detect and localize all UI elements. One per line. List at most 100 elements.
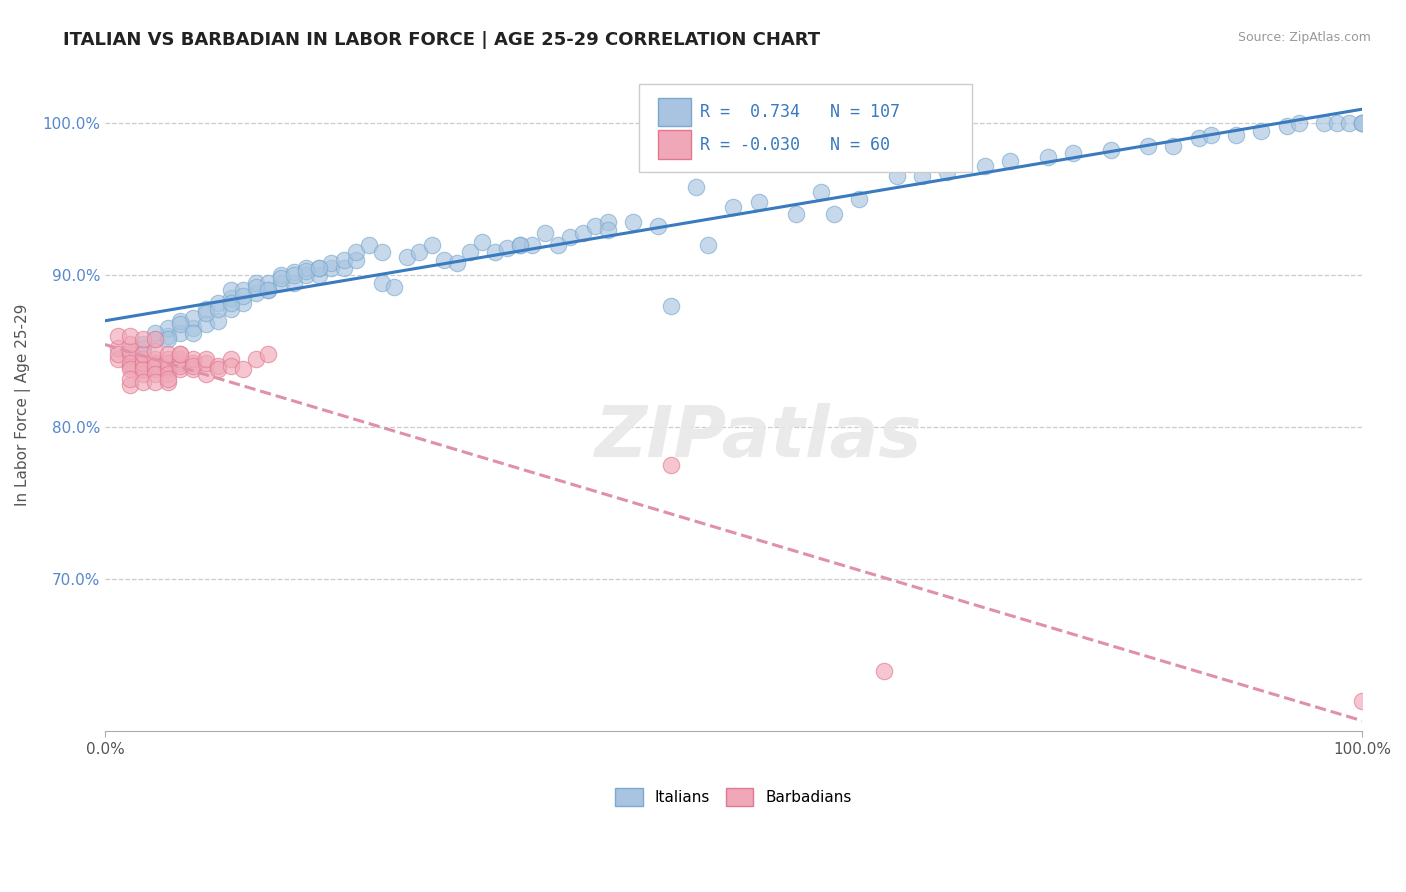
Point [621,215,644,229]
Point [1137,139,1160,153]
Point [232,362,254,376]
Point [748,195,770,210]
Point [131,356,153,370]
Point [257,347,280,361]
Point [107,341,129,355]
Point [382,280,405,294]
Point [998,154,1021,169]
Point [143,362,166,376]
Point [131,362,153,376]
Point [169,359,191,374]
Point [194,351,217,366]
Point [207,362,229,376]
Point [156,329,179,343]
Point [120,336,142,351]
Point [181,359,204,374]
Point [1351,116,1374,130]
Point [1187,131,1209,145]
Point [395,250,418,264]
Point [131,336,153,351]
Point [659,458,682,473]
Point [181,326,204,340]
Point [270,268,292,282]
Point [169,351,191,366]
Point [596,215,619,229]
Point [169,347,191,361]
Point [283,265,305,279]
Point [245,276,267,290]
Point [194,301,217,316]
Point [723,200,745,214]
Point [911,169,934,184]
Point [333,260,356,275]
Point [156,367,179,381]
Point [232,284,254,298]
Point [194,356,217,370]
Point [219,284,242,298]
Point [420,237,443,252]
Point [1351,116,1374,130]
Point [308,268,330,282]
Point [181,310,204,325]
Point [143,375,166,389]
Point [107,351,129,366]
Point [169,347,191,361]
Point [120,362,142,376]
Point [823,207,845,221]
Point [1036,149,1059,163]
Point [509,237,531,252]
Point [219,301,242,316]
Point [143,344,166,359]
Point [1351,694,1374,708]
Point [207,314,229,328]
Point [370,245,392,260]
Point [571,226,593,240]
Point [873,664,896,678]
Point [283,276,305,290]
Point [131,347,153,361]
Point [143,367,166,381]
Point [232,295,254,310]
Point [697,237,720,252]
Point [295,263,318,277]
Point [143,359,166,374]
Point [522,237,544,252]
Point [143,356,166,370]
Point [1225,128,1247,143]
Point [357,237,380,252]
Point [270,276,292,290]
Point [169,317,191,331]
Point [1351,116,1374,130]
Point [219,351,242,366]
Point [886,169,908,184]
Point [1163,139,1185,153]
Point [321,260,343,275]
Point [973,159,995,173]
Point [496,241,519,255]
Point [120,377,142,392]
Point [534,226,557,240]
Point [647,219,669,234]
Point [408,245,430,260]
Point [107,347,129,361]
Point [120,371,142,385]
Point [245,280,267,294]
Point [1062,146,1084,161]
Text: R = -0.030   N = 60: R = -0.030 N = 60 [700,136,890,153]
Point [344,245,367,260]
Point [1288,116,1310,130]
Point [143,332,166,346]
Point [1313,116,1336,130]
Text: ZIPatlas: ZIPatlas [595,402,922,472]
Point [169,314,191,328]
Point [181,356,204,370]
Point [181,351,204,366]
Point [270,271,292,285]
Y-axis label: In Labor Force | Age 25-29: In Labor Force | Age 25-29 [15,303,31,506]
Text: Source: ZipAtlas.com: Source: ZipAtlas.com [1237,31,1371,45]
Point [181,362,204,376]
Point [207,301,229,316]
Point [558,230,581,244]
Point [433,252,456,267]
Point [936,165,959,179]
